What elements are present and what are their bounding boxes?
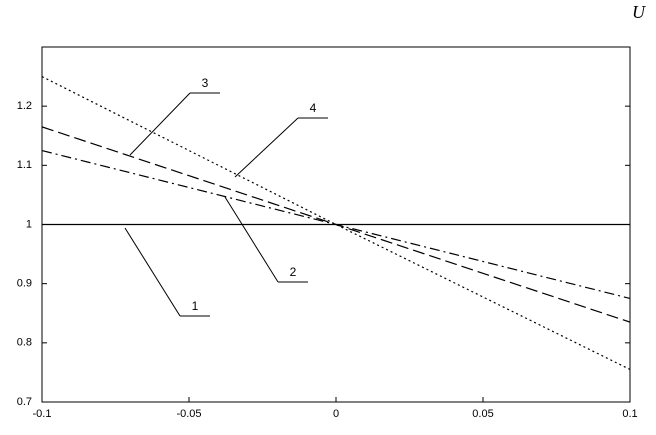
leader-line [234, 117, 299, 178]
series-label: 4 [310, 101, 317, 115]
y-tick-label: 1.2 [17, 100, 32, 112]
x-tick-label: -0.1 [33, 408, 52, 420]
leader-line [124, 227, 181, 317]
series-label: 3 [202, 76, 209, 90]
x-tick-label: 0.1 [622, 408, 637, 420]
series-line [41, 76, 631, 370]
y-tick-label: 0.8 [17, 337, 32, 349]
leader-line [129, 92, 191, 156]
y-tick-label: 0.7 [17, 396, 32, 408]
x-tick-label: 0.05 [472, 408, 493, 420]
series-line [41, 126, 631, 323]
series-label: 1 [192, 299, 199, 313]
annotation: U [632, 2, 646, 22]
leader-line [224, 196, 279, 283]
y-tick-label: 1 [26, 218, 32, 230]
series-label: 2 [290, 265, 297, 279]
x-tick-label: 0 [333, 408, 339, 420]
y-tick-label: 1.1 [17, 159, 32, 171]
x-tick-label: -0.05 [176, 408, 201, 420]
y-tick-label: 0.9 [17, 278, 32, 290]
